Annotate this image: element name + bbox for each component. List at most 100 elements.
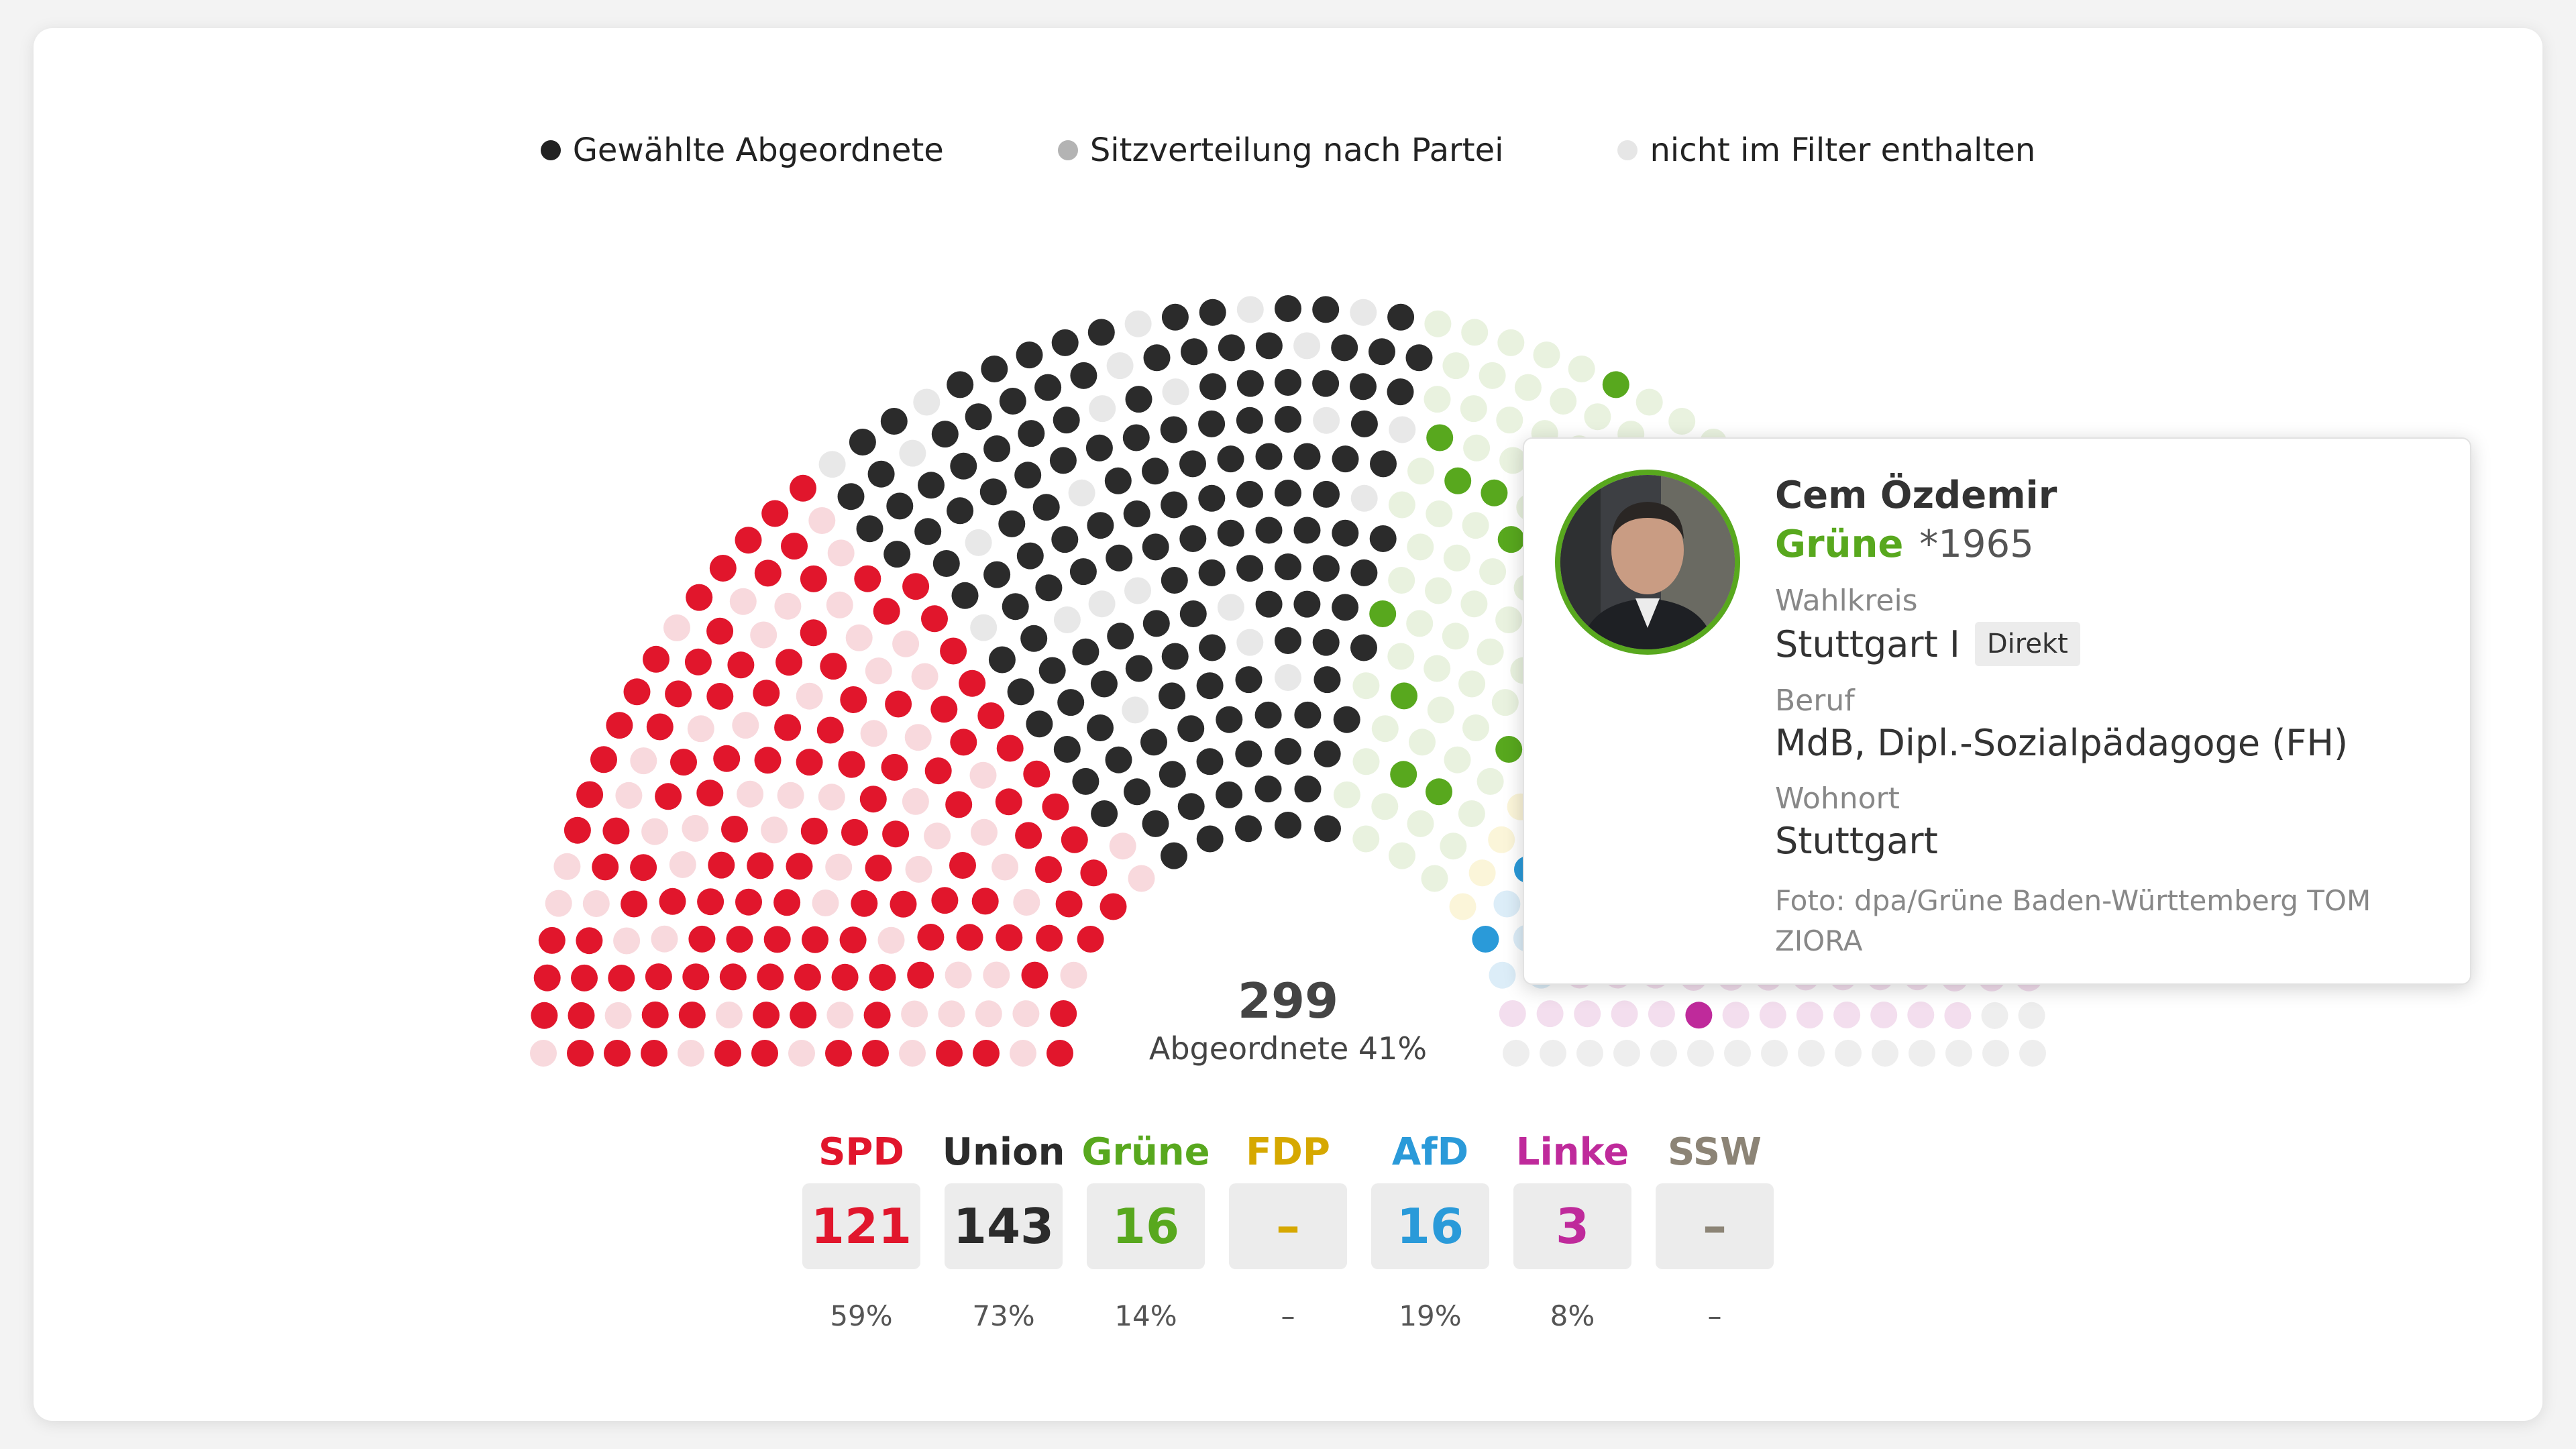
seat-elected-union[interactable] xyxy=(1293,517,1321,544)
legend-item-distribution[interactable]: Sitzverteilung nach Partei xyxy=(1057,131,1503,169)
seat-elected-spd[interactable] xyxy=(800,565,827,592)
seat-elected-union[interactable] xyxy=(1275,738,1301,765)
seat-elected-union[interactable] xyxy=(1198,410,1226,437)
seat-elected-union[interactable] xyxy=(1199,373,1226,400)
seat-elected-spd[interactable] xyxy=(754,747,782,774)
seat-elected-union[interactable] xyxy=(931,421,959,448)
seat-elected-linke[interactable] xyxy=(1685,1002,1713,1029)
seat-elected-union[interactable] xyxy=(1405,344,1433,372)
seat-elected-spd[interactable] xyxy=(1015,822,1042,849)
seat-elected-union[interactable] xyxy=(1350,559,1378,586)
seat-elected-union[interactable] xyxy=(1312,370,1340,397)
seat-elected-spd[interactable] xyxy=(753,1002,780,1029)
seat-elected-union[interactable] xyxy=(950,452,977,480)
seat-elected-spd[interactable] xyxy=(881,753,908,781)
seat-elected-union[interactable] xyxy=(1198,559,1226,586)
seat-elected-spd[interactable] xyxy=(641,1001,669,1028)
seat-elected-spd[interactable] xyxy=(1023,760,1051,788)
seat-elected-spd[interactable] xyxy=(665,680,692,708)
seat-elected-union[interactable] xyxy=(1179,525,1207,552)
seat-elected-union[interactable] xyxy=(1275,627,1301,654)
seat-elected-spd[interactable] xyxy=(643,645,669,673)
seat-elected-spd[interactable] xyxy=(735,527,762,554)
seat-elected-union[interactable] xyxy=(1125,655,1152,682)
seat-elected-spd[interactable] xyxy=(863,1002,891,1029)
seat-elected-union[interactable] xyxy=(886,492,914,520)
seat-elected-spd[interactable] xyxy=(973,1040,1000,1067)
seat-elected-union[interactable] xyxy=(1293,590,1321,618)
seat-elected-union[interactable] xyxy=(1199,634,1226,661)
seat-elected-spd[interactable] xyxy=(735,888,762,916)
legend-item-not-in-filter[interactable]: nicht im Filter enthalten xyxy=(1617,131,2035,169)
seat-elected-spd[interactable] xyxy=(688,925,716,953)
seat-elected-union[interactable] xyxy=(1314,815,1341,843)
seat-elected-union[interactable] xyxy=(1007,678,1034,706)
seat-elected-spd[interactable] xyxy=(790,1002,817,1029)
seat-elected-spd[interactable] xyxy=(602,817,630,845)
seat-elected-spd[interactable] xyxy=(763,926,791,953)
seat-elected-spd[interactable] xyxy=(621,890,648,918)
seat-elected-union[interactable] xyxy=(1332,445,1359,473)
seat-elected-spd[interactable] xyxy=(859,786,887,813)
seat-elected-union[interactable] xyxy=(1143,344,1171,372)
seat-elected-union[interactable] xyxy=(1124,778,1150,806)
seat-elected-spd[interactable] xyxy=(931,887,959,914)
seat-elected-union[interactable] xyxy=(1179,600,1207,627)
seat-elected-union[interactable] xyxy=(1125,386,1152,413)
seat-elected-spd[interactable] xyxy=(678,1002,706,1028)
seat-elected-union[interactable] xyxy=(1312,555,1340,582)
seat-elected-spd[interactable] xyxy=(840,686,867,713)
seat-elected-union[interactable] xyxy=(1218,334,1245,362)
seat-elected-union[interactable] xyxy=(1018,420,1045,447)
seat-elected-union[interactable] xyxy=(1085,434,1113,462)
seat-elected-spd[interactable] xyxy=(533,964,561,991)
seat-elected-spd[interactable] xyxy=(907,961,934,989)
seat-elected-spd[interactable] xyxy=(726,926,753,953)
seat-elected-union[interactable] xyxy=(1387,303,1415,331)
seat-elected-spd[interactable] xyxy=(869,964,896,991)
seat-elected-spd[interactable] xyxy=(950,729,977,756)
party-ssw[interactable]: SSW – – xyxy=(1656,1127,1774,1336)
seat-elected-union[interactable] xyxy=(1142,458,1169,485)
seat-elected-union[interactable] xyxy=(914,518,942,545)
seat-elected-grüne[interactable] xyxy=(1426,424,1454,451)
party-fdp[interactable]: FDP – – xyxy=(1229,1127,1347,1336)
seat-elected-spd[interactable] xyxy=(641,1040,667,1067)
seat-elected-union[interactable] xyxy=(1199,299,1226,326)
seat-elected-union[interactable] xyxy=(1255,590,1283,618)
seat-elected-grüne[interactable] xyxy=(1391,682,1417,710)
seat-elected-spd[interactable] xyxy=(590,746,617,773)
seat-elected-union[interactable] xyxy=(1032,494,1060,521)
seat-elected-union[interactable] xyxy=(1369,525,1397,552)
seat-elected-union[interactable] xyxy=(1142,810,1169,837)
seat-elected-spd[interactable] xyxy=(774,714,802,741)
seat-elected-union[interactable] xyxy=(1275,812,1301,839)
seat-elected-spd[interactable] xyxy=(995,788,1022,816)
seat-elected-afd[interactable] xyxy=(1472,926,1499,953)
seat-elected-spd[interactable] xyxy=(708,851,735,879)
seat-elected-union[interactable] xyxy=(1160,416,1187,443)
seat-elected-spd[interactable] xyxy=(719,963,747,991)
seat-elected-spd[interactable] xyxy=(564,816,591,844)
seat-elected-spd[interactable] xyxy=(747,852,774,879)
seat-elected-union[interactable] xyxy=(1216,706,1243,733)
seat-elected-union[interactable] xyxy=(1161,303,1189,331)
seat-elected-union[interactable] xyxy=(1332,519,1359,547)
seat-elected-union[interactable] xyxy=(1196,825,1224,853)
seat-elected-spd[interactable] xyxy=(706,683,734,710)
seat-elected-grüne[interactable] xyxy=(1426,778,1452,806)
seat-elected-union[interactable] xyxy=(947,497,974,525)
seat-elected-spd[interactable] xyxy=(1061,826,1088,853)
seat-elected-spd[interactable] xyxy=(1046,1040,1073,1067)
seat-elected-spd[interactable] xyxy=(800,619,827,647)
legend-item-elected[interactable]: Gewählte Abgeordnete xyxy=(540,131,944,169)
seat-elected-union[interactable] xyxy=(1069,558,1097,586)
seat-elected-spd[interactable] xyxy=(623,678,651,706)
seat-elected-spd[interactable] xyxy=(761,500,789,527)
seat-elected-spd[interactable] xyxy=(940,637,967,665)
seat-elected-union[interactable] xyxy=(1235,740,1263,767)
seat-elected-spd[interactable] xyxy=(1021,961,1049,989)
seat-elected-spd[interactable] xyxy=(816,716,844,744)
seat-elected-union[interactable] xyxy=(1087,319,1115,346)
seat-elected-grüne[interactable] xyxy=(1495,736,1523,763)
